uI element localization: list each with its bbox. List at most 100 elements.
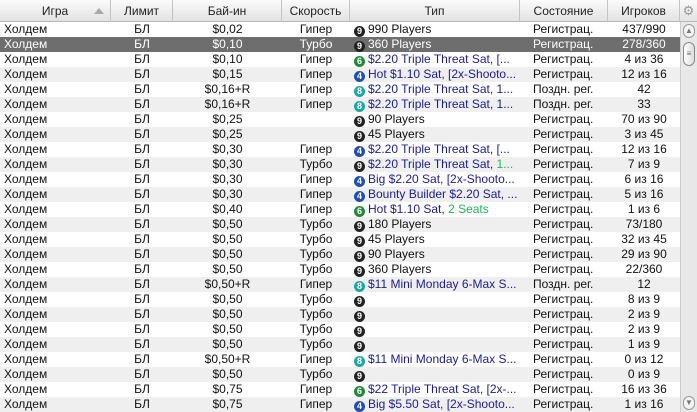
state-cell: Регистрац. [533, 142, 594, 156]
buyin-cell: $0,50 [212, 262, 243, 276]
table-row[interactable]: Холдем БЛ $0,40 Гипер 6 Hot $1.10 Sat, 2 Seat… [0, 202, 680, 217]
table-row[interactable]: Холдем БЛ $0,15 Гипер 4 Hot $1.10 Sat, [2x-Sh… [0, 67, 680, 82]
state-cell: Регистрац. [533, 172, 594, 186]
scroll-down-icon[interactable]: ▼ [683, 396, 695, 410]
table-row[interactable]: Холдем БЛ $0,16+R Гипер 8 $2.20 Triple Threat… [0, 82, 680, 97]
gear-icon[interactable]: ⚙ [682, 3, 695, 18]
type-name: $22 Triple Threat Sat, [2x-... [368, 382, 517, 396]
players-cell: 22/360 [625, 262, 663, 276]
type-name: $2.20 Triple Threat Sat, [368, 157, 497, 171]
type-cell: 9 990 Players [350, 22, 520, 37]
column-header-type[interactable]: Тип [350, 0, 520, 22]
table-row[interactable]: Холдем БЛ $0,50 Турбо 9 Регистрац. 0 из 9 [0, 367, 680, 382]
type-cell: 8 $11 Mini Monday 6-Max S... [350, 352, 520, 367]
buyin-cell: $0,16+R [204, 97, 251, 111]
column-header-limit[interactable]: Лимит [111, 0, 173, 22]
game-cell: Холдем [4, 352, 48, 366]
state-cell: Регистрац. [533, 232, 594, 246]
buyin-cell: $0,50 [212, 232, 243, 246]
type-name: 45 Players [368, 232, 425, 246]
state-cell: Регистрац. [533, 67, 594, 81]
table-row[interactable]: Холдем БЛ $0,25 9 90 Players Регистрац. 70 из … [0, 112, 680, 127]
table-size-badge-icon: 9 [354, 311, 365, 322]
table-row[interactable]: Холдем БЛ $0,50+R Гипер 8 $11 Mini Monday 6-M… [0, 352, 680, 367]
type-cell: 8 $11 Mini Monday 6-Max S... [350, 277, 520, 292]
buyin-cell: $0,50 [212, 337, 243, 351]
table-row[interactable]: Холдем БЛ $0,25 9 45 Players Регистрац. 3 из 4… [0, 127, 680, 142]
buyin-cell: $0,30 [212, 142, 243, 156]
table-row[interactable]: Холдем БЛ $0,50 Турбо 9 Регистрац. 8 из 9 [0, 292, 680, 307]
state-cell: Регистрац. [533, 247, 594, 261]
speed-cell: Турбо [299, 367, 333, 381]
state-cell: Регистрац. [533, 292, 594, 306]
sort-ascending-icon [94, 8, 104, 14]
limit-cell: БЛ [134, 172, 150, 186]
column-header-game[interactable]: Игра [0, 0, 111, 22]
type-cell: 9 [350, 322, 520, 337]
table-row[interactable]: Холдем БЛ $0,75 Гипер 4 Big $5.50 Sat, [2x-Sh… [0, 397, 680, 412]
table-row[interactable]: Холдем БЛ $0,10 Гипер 6 $2.20 Triple Threat S… [0, 52, 680, 67]
column-label: Игра [41, 4, 69, 18]
buyin-cell: $0,50 [212, 307, 243, 321]
game-cell: Холдем [4, 112, 48, 126]
speed-cell: Гипер [299, 187, 333, 201]
type-name: $11 Mini Monday 6-Max S... [368, 352, 517, 366]
type-name: 180 Players [368, 217, 432, 231]
type-cell: 9 360 Players [350, 262, 520, 277]
speed-cell: Турбо [299, 337, 333, 351]
table-row[interactable]: Холдем БЛ $0,30 Гипер 4 Big $2.20 Sat, [2x-Sh… [0, 172, 680, 187]
buyin-cell: $0,30 [212, 157, 243, 171]
table-row[interactable]: Холдем БЛ $0,75 Гипер 6 $22 Triple Threat Sat… [0, 382, 680, 397]
table-size-badge-icon: 9 [354, 266, 365, 277]
table-row[interactable]: Холдем БЛ $0,10 Турбо 9 360 Players Регистрац.… [0, 37, 680, 52]
game-cell: Холдем [4, 232, 48, 246]
game-cell: Холдем [4, 262, 48, 276]
vertical-scrollbar[interactable]: ▲ ≡ ▼ [680, 22, 697, 412]
column-header-players[interactable]: Игроков [608, 0, 680, 22]
state-cell: Регистрац. [533, 367, 594, 381]
column-header-buyin[interactable]: Бай-ин [173, 0, 282, 22]
state-cell: Регистрац. [533, 262, 594, 276]
table-row[interactable]: Холдем БЛ $0,50 Турбо 9 45 Players Регистрац. 3… [0, 232, 680, 247]
tournament-list: Холдем БЛ $0,02 Гипер 9 990 Players Регистрац.… [0, 22, 680, 412]
type-name: $2.20 Triple Threat Sat, 1... [368, 82, 514, 96]
table-row[interactable]: Холдем БЛ $0,16+R Гипер 8 $2.20 Triple Threat… [0, 97, 680, 112]
state-cell: Регистрац. [533, 37, 594, 51]
table-row[interactable]: Холдем БЛ $0,50 Турбо 9 Регистрац. 2 из 9 [0, 322, 680, 337]
table-size-badge-icon: 9 [354, 131, 365, 142]
speed-cell: Гипер [299, 202, 333, 216]
table-row[interactable]: Холдем БЛ $0,30 Гипер 4 $2.20 Triple Threat S… [0, 142, 680, 157]
game-cell: Холдем [4, 37, 48, 51]
buyin-cell: $0,02 [212, 22, 243, 36]
table-row[interactable]: Холдем БЛ $0,02 Гипер 9 990 Players Регистрац.… [0, 22, 680, 37]
table-row[interactable]: Холдем БЛ $0,50 Турбо 9 Регистрац. 2 из 9 [0, 307, 680, 322]
state-cell: Регистрац. [533, 217, 594, 231]
players-cell: 73/180 [625, 217, 663, 231]
table-row[interactable]: Холдем БЛ $0,30 Гипер 4 Bounty Builder $2.20 … [0, 187, 680, 202]
table-size-badge-icon: 6 [354, 206, 365, 217]
players-cell: 0 из 9 [627, 367, 661, 381]
players-cell: 1 из 16 [624, 397, 664, 411]
buyin-cell: $0,50+R [204, 277, 251, 291]
table-row[interactable]: Холдем БЛ $0,30 Турбо 9 $2.20 Triple Threat S… [0, 157, 680, 172]
type-cell: 9 45 Players [350, 232, 520, 247]
scroll-thumb[interactable]: ≡ [683, 42, 695, 66]
table-row[interactable]: Холдем БЛ $0,50 Турбо 9 360 Players Регистрац.… [0, 262, 680, 277]
column-header-state[interactable]: Состояние [520, 0, 608, 22]
players-cell: 3 из 45 [624, 127, 664, 141]
limit-cell: БЛ [134, 112, 150, 126]
type-cell: 9 [350, 367, 520, 382]
table-row[interactable]: Холдем БЛ $0,50 Турбо 9 90 Players Регистрац. 2… [0, 247, 680, 262]
players-cell: 12 [637, 277, 651, 291]
limit-cell: БЛ [134, 187, 150, 201]
state-cell: Регистрац. [533, 307, 594, 321]
buyin-cell: $0,50+R [204, 352, 251, 366]
table-row[interactable]: Холдем БЛ $0,50 Турбо 9 Регистрац. 1 из 9 [0, 337, 680, 352]
column-header-speed[interactable]: Скорость [282, 0, 350, 22]
scroll-up-icon[interactable]: ▲ [683, 24, 695, 38]
table-row[interactable]: Холдем БЛ $0,50+R Гипер 8 $11 Mini Monday 6-M… [0, 277, 680, 292]
table-row[interactable]: Холдем БЛ $0,50 Турбо 9 180 Players Регистрац.… [0, 217, 680, 232]
game-cell: Холдем [4, 67, 48, 81]
type-cell: 4 Hot $1.10 Sat, [2x-Shooto... [350, 67, 520, 82]
limit-cell: БЛ [134, 352, 150, 366]
